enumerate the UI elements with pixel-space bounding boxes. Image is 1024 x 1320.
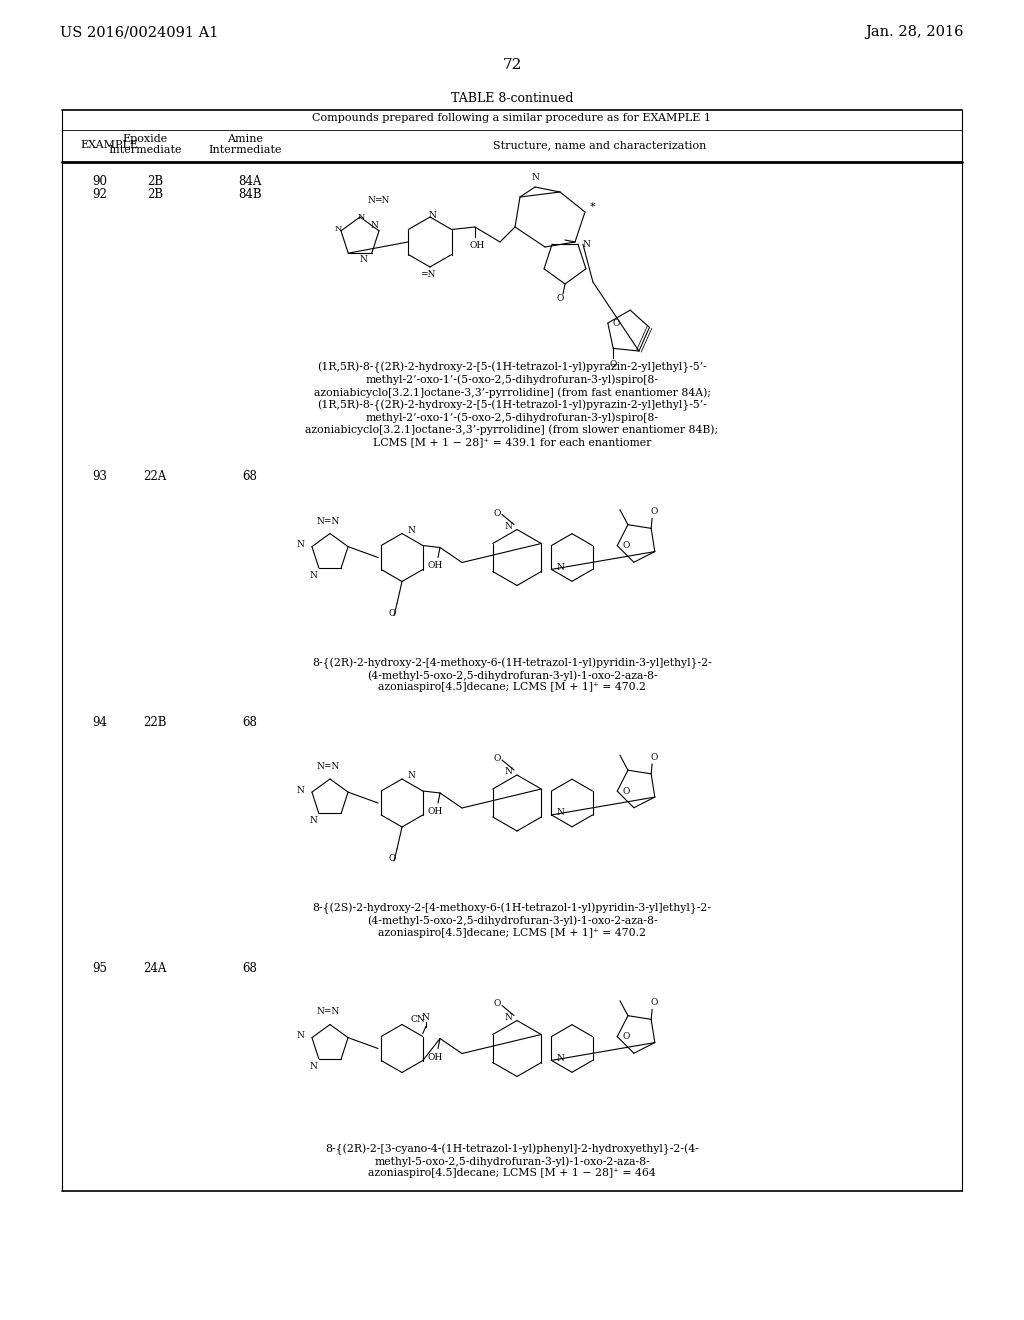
Text: 8-{(2R)-2-[3-cyano-4-(1H-tetrazol-1-yl)phenyl]-2-hydroxyethyl}-2-(4-: 8-{(2R)-2-[3-cyano-4-(1H-tetrazol-1-yl)p… (325, 1143, 699, 1155)
Text: N: N (407, 771, 415, 780)
Text: azoniabicyclo[3.2.1]octane-3,3’-pyrrolidine] (from slower enantiomer 84B);: azoniabicyclo[3.2.1]octane-3,3’-pyrrolid… (305, 425, 719, 436)
Text: OH: OH (427, 561, 442, 570)
Text: 8-{(2R)-2-hydroxy-2-[4-methoxy-6-(1H-tetrazol-1-yl)pyridin-3-yl]ethyl}-2-: 8-{(2R)-2-hydroxy-2-[4-methoxy-6-(1H-tet… (312, 657, 712, 669)
Text: 72: 72 (503, 58, 521, 73)
Text: (1R,5R)-8-{(2R)-2-hydroxy-2-[5-(1H-tetrazol-1-yl)pyrazin-2-yl]ethyl}-5’-: (1R,5R)-8-{(2R)-2-hydroxy-2-[5-(1H-tetra… (317, 400, 707, 411)
Text: US 2016/0024091 A1: US 2016/0024091 A1 (60, 25, 218, 40)
Text: OH: OH (470, 242, 485, 249)
Text: 2B: 2B (146, 187, 163, 201)
Text: O: O (556, 294, 563, 304)
Text: O: O (650, 507, 657, 516)
Text: TABLE 8-continued: TABLE 8-continued (451, 92, 573, 106)
Text: N: N (504, 767, 512, 776)
Text: N: N (334, 224, 342, 232)
Text: N: N (368, 195, 376, 205)
Text: N: N (428, 210, 436, 219)
Text: N: N (583, 240, 591, 248)
Text: 68: 68 (243, 715, 257, 729)
Text: Compounds prepared following a similar procedure as for EXAMPLE 1: Compounds prepared following a similar p… (312, 114, 712, 123)
Text: O: O (623, 787, 630, 796)
Text: Structure, name and characterization: Structure, name and characterization (494, 140, 707, 150)
Text: methyl-2’-oxo-1’-(5-oxo-2,5-dihydrofuran-3-yl)spiro[8-: methyl-2’-oxo-1’-(5-oxo-2,5-dihydrofuran… (366, 375, 658, 385)
Text: (4-methyl-5-oxo-2,5-dihydrofuran-3-yl)-1-oxo-2-aza-8-: (4-methyl-5-oxo-2,5-dihydrofuran-3-yl)-1… (367, 916, 657, 927)
Text: O: O (623, 1032, 630, 1041)
Text: O: O (609, 360, 616, 370)
Text: N: N (407, 525, 415, 535)
Text: Intermediate: Intermediate (208, 145, 282, 154)
Text: O: O (623, 541, 630, 550)
Text: N=N: N=N (316, 516, 340, 525)
Text: N: N (310, 570, 317, 579)
Text: Epoxide: Epoxide (123, 135, 168, 144)
Text: 94: 94 (92, 715, 108, 729)
Text: 24A: 24A (143, 961, 167, 974)
Text: N: N (556, 1053, 564, 1063)
Text: O: O (650, 752, 657, 762)
Text: N: N (556, 808, 564, 817)
Text: methyl-5-oxo-2,5-dihydrofuran-3-yl)-1-oxo-2-aza-8-: methyl-5-oxo-2,5-dihydrofuran-3-yl)-1-ox… (374, 1156, 650, 1167)
Text: 95: 95 (92, 961, 108, 974)
Text: 84B: 84B (239, 187, 262, 201)
Text: N: N (296, 540, 304, 549)
Text: OH: OH (427, 807, 442, 816)
Text: N: N (422, 1012, 430, 1022)
Text: O: O (388, 854, 395, 863)
Text: OH: OH (427, 1052, 442, 1061)
Text: (4-methyl-5-oxo-2,5-dihydrofuran-3-yl)-1-oxo-2-aza-8-: (4-methyl-5-oxo-2,5-dihydrofuran-3-yl)-1… (367, 671, 657, 681)
Text: 93: 93 (92, 470, 108, 483)
Text: N: N (296, 1031, 304, 1040)
Text: Jan. 28, 2016: Jan. 28, 2016 (865, 25, 964, 40)
Text: CN: CN (411, 1015, 425, 1024)
Text: azoniaspiro[4.5]decane; LCMS [M + 1]⁺ = 470.2: azoniaspiro[4.5]decane; LCMS [M + 1]⁺ = … (378, 682, 646, 693)
Text: Intermediate: Intermediate (109, 145, 181, 154)
Text: 8-{(2S)-2-hydroxy-2-[4-methoxy-6-(1H-tetrazol-1-yl)pyridin-3-yl]ethyl}-2-: 8-{(2S)-2-hydroxy-2-[4-methoxy-6-(1H-tet… (312, 903, 712, 915)
Text: =N: =N (420, 271, 435, 279)
Text: EXAMPLE: EXAMPLE (80, 140, 138, 150)
Text: N: N (296, 785, 304, 795)
Text: O: O (494, 999, 501, 1008)
Text: N: N (556, 562, 564, 572)
Text: 68: 68 (243, 470, 257, 483)
Text: *: * (590, 202, 596, 213)
Text: N: N (531, 173, 539, 182)
Text: 22B: 22B (143, 715, 167, 729)
Text: N=N: N=N (316, 762, 340, 771)
Text: methyl-2’-oxo-1’-(5-oxo-2,5-dihydrofuran-3-yl)spiro[8-: methyl-2’-oxo-1’-(5-oxo-2,5-dihydrofuran… (366, 412, 658, 422)
Text: LCMS [M + 1 − 28]⁺ = 439.1 for each enantiomer: LCMS [M + 1 − 28]⁺ = 439.1 for each enan… (373, 437, 651, 447)
Text: (1R,5R)-8-{(2R)-2-hydroxy-2-[5-(1H-tetrazol-1-yl)pyrazin-2-yl]ethyl}-5’-: (1R,5R)-8-{(2R)-2-hydroxy-2-[5-(1H-tetra… (317, 362, 707, 374)
Text: N: N (504, 521, 512, 531)
Text: N: N (504, 1012, 512, 1022)
Text: 68: 68 (243, 961, 257, 974)
Text: azoniabicyclo[3.2.1]octane-3,3’-pyrrolidine] (from fast enantiomer 84A);: azoniabicyclo[3.2.1]octane-3,3’-pyrrolid… (313, 387, 711, 397)
Text: O: O (494, 508, 501, 517)
Text: O: O (650, 998, 657, 1007)
Text: O: O (612, 318, 621, 327)
Text: N=N: N=N (316, 1007, 340, 1016)
Text: 90: 90 (92, 176, 108, 187)
Text: 22A: 22A (143, 470, 167, 483)
Text: N: N (310, 1061, 317, 1071)
Text: N: N (359, 255, 368, 264)
Text: 92: 92 (92, 187, 108, 201)
Text: O: O (494, 754, 501, 763)
Text: azoniaspiro[4.5]decane; LCMS [M + 1 − 28]⁺ = 464: azoniaspiro[4.5]decane; LCMS [M + 1 − 28… (368, 1168, 656, 1179)
Text: N: N (310, 816, 317, 825)
Text: azoniaspiro[4.5]decane; LCMS [M + 1]⁺ = 470.2: azoniaspiro[4.5]decane; LCMS [M + 1]⁺ = … (378, 928, 646, 939)
Text: Amine: Amine (227, 135, 263, 144)
Text: 2B: 2B (146, 176, 163, 187)
Text: 84A: 84A (239, 176, 262, 187)
Text: O: O (388, 609, 395, 618)
Text: =N: =N (374, 195, 389, 205)
Text: N: N (370, 222, 378, 230)
Text: N: N (357, 213, 365, 220)
